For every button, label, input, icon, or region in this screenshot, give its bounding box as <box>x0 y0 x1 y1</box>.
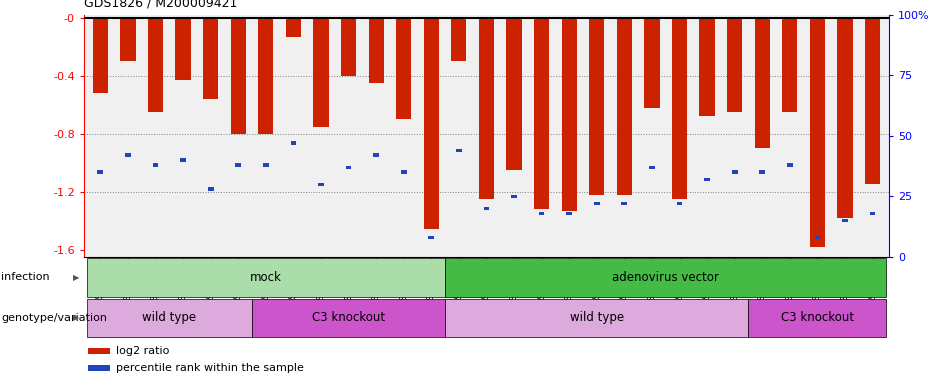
Text: genotype/variation: genotype/variation <box>1 313 107 323</box>
Bar <box>782 18 798 112</box>
Bar <box>870 211 875 215</box>
Bar <box>87 258 445 297</box>
Text: log2 ratio: log2 ratio <box>116 346 169 356</box>
Bar <box>286 18 301 37</box>
Bar <box>837 18 853 218</box>
Text: infection: infection <box>1 273 49 282</box>
Bar <box>649 166 654 169</box>
Bar <box>810 18 825 247</box>
Bar <box>506 18 521 170</box>
Bar <box>755 18 770 148</box>
Bar <box>125 153 130 157</box>
Bar <box>483 207 490 210</box>
Bar <box>369 18 384 83</box>
Bar <box>843 219 848 222</box>
Bar <box>148 18 163 112</box>
Bar <box>589 18 604 195</box>
Text: wild type: wild type <box>570 311 624 324</box>
Bar <box>566 211 572 215</box>
Bar <box>445 258 886 297</box>
Bar <box>98 170 103 174</box>
Bar <box>511 195 517 198</box>
Bar <box>815 236 820 239</box>
Bar <box>396 18 412 119</box>
Bar <box>314 18 329 126</box>
Bar <box>203 18 218 99</box>
Bar <box>704 178 710 181</box>
Text: GDS1826 / M200009421: GDS1826 / M200009421 <box>84 0 237 9</box>
Bar <box>452 18 466 62</box>
Bar <box>263 163 269 167</box>
Text: ▶: ▶ <box>74 314 79 322</box>
Text: C3 knockout: C3 knockout <box>781 311 854 324</box>
Bar <box>428 236 434 239</box>
Bar <box>208 188 213 191</box>
Bar <box>181 158 186 162</box>
Bar <box>445 299 749 337</box>
Bar <box>479 18 494 199</box>
Bar <box>644 18 659 108</box>
Text: adenovirus vector: adenovirus vector <box>613 271 719 284</box>
Bar <box>456 148 462 152</box>
Text: C3 knockout: C3 knockout <box>312 311 385 324</box>
Bar <box>252 299 445 337</box>
Bar <box>175 18 191 80</box>
Bar <box>760 170 765 174</box>
Bar <box>616 18 632 195</box>
Bar <box>677 202 682 206</box>
Bar <box>88 365 110 371</box>
Bar <box>424 18 439 229</box>
Bar <box>341 18 357 76</box>
Bar <box>258 18 274 134</box>
Text: wild type: wild type <box>142 311 196 324</box>
Text: mock: mock <box>250 271 282 284</box>
Bar <box>727 18 742 112</box>
Bar <box>345 166 351 169</box>
Bar <box>120 18 136 62</box>
Bar <box>539 211 545 215</box>
Bar <box>749 299 886 337</box>
Bar <box>373 153 379 157</box>
Bar <box>290 141 296 145</box>
Bar <box>231 18 246 134</box>
Bar <box>88 348 110 354</box>
Bar <box>787 163 792 167</box>
Bar <box>401 170 407 174</box>
Bar <box>87 299 252 337</box>
Bar <box>153 163 158 167</box>
Bar <box>318 183 324 186</box>
Bar <box>561 18 577 210</box>
Bar <box>622 202 627 206</box>
Bar <box>236 163 241 167</box>
Bar <box>699 18 715 116</box>
Bar <box>534 18 549 209</box>
Bar <box>93 18 108 93</box>
Text: ▶: ▶ <box>74 273 79 282</box>
Bar <box>672 18 687 199</box>
Bar <box>865 18 880 184</box>
Bar <box>594 202 600 206</box>
Text: percentile rank within the sample: percentile rank within the sample <box>116 363 304 373</box>
Bar <box>732 170 737 174</box>
